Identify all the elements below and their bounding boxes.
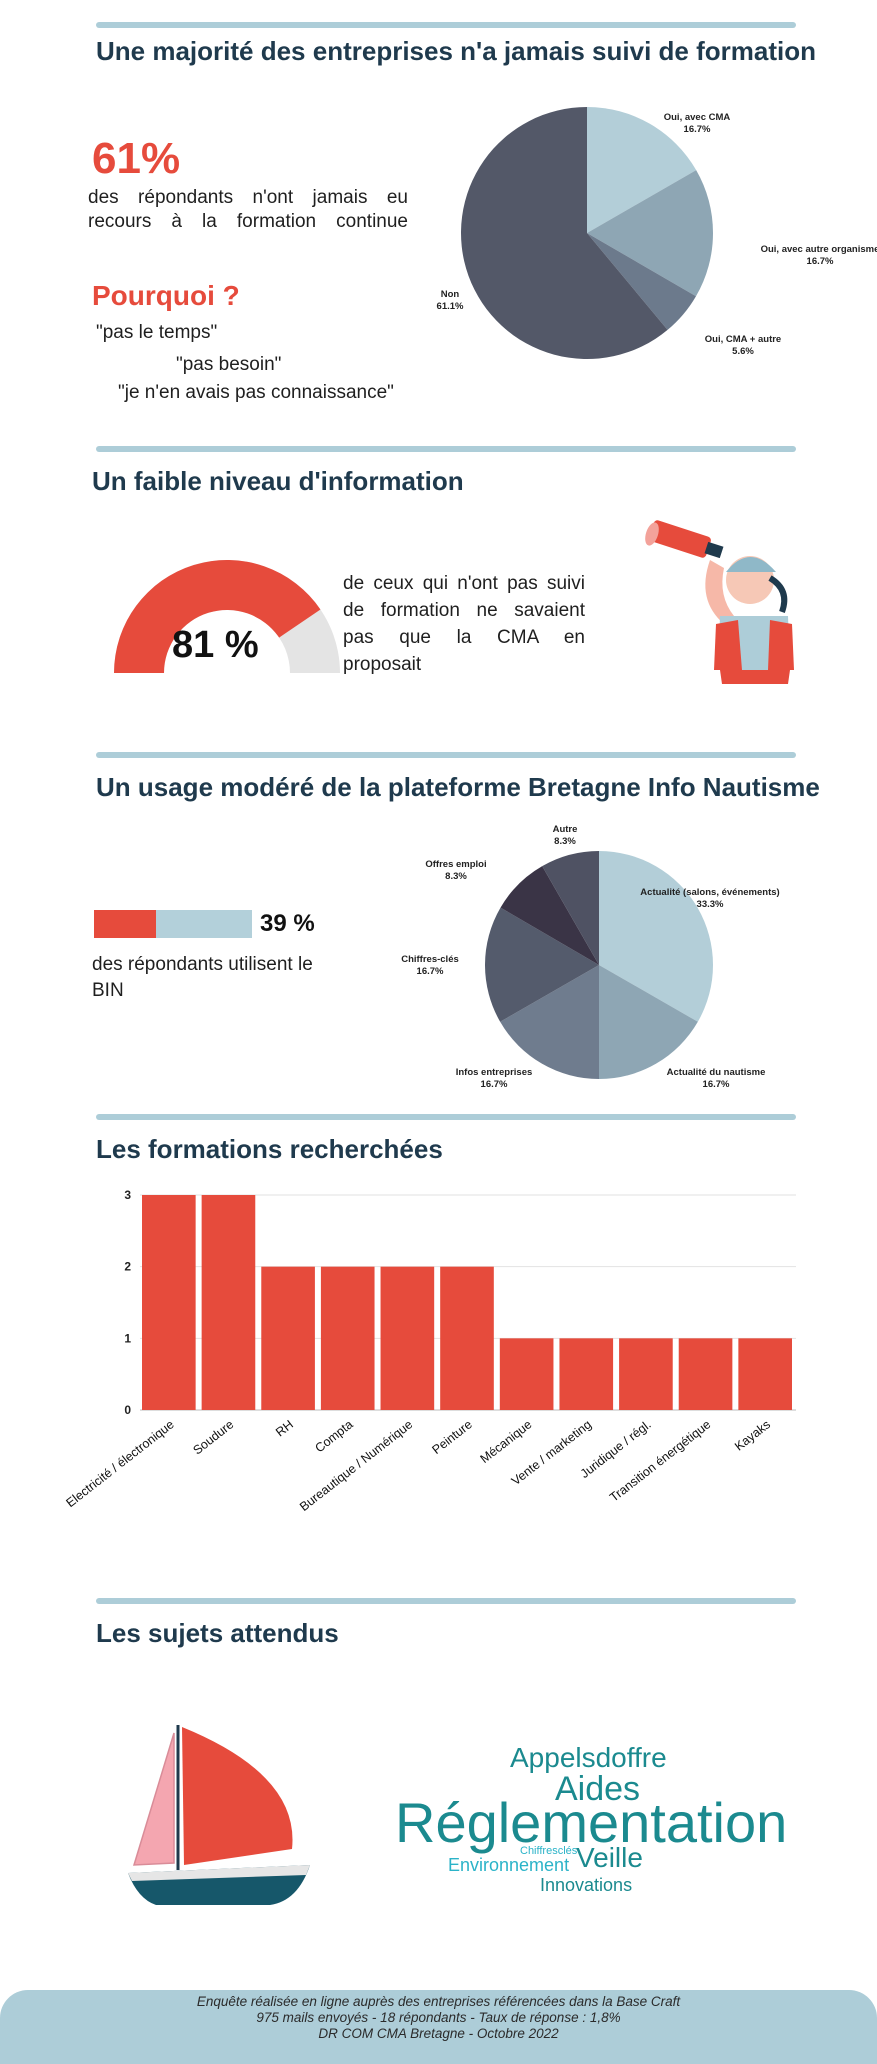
bar-bureautique-numerique — [380, 1266, 435, 1410]
y-tick-label: 1 — [124, 1331, 131, 1345]
quote-no-time: "pas le temps" — [96, 322, 218, 343]
pie-value-actualite-salons-evenements: 33.3% — [697, 899, 724, 910]
word-innovations: Innovations — [540, 1875, 633, 1895]
pie-label-oui-avec-autre-organisme: Oui, avec autre organisme — [761, 244, 877, 255]
y-tick-label: 3 — [124, 1188, 131, 1202]
pie-label-infos-entreprises: Infos entreprises — [456, 1067, 533, 1078]
word-appelsdoffre: Appelsdoffre — [510, 1742, 667, 1773]
pie-label-oui-cma-autre: Oui, CMA + autre — [705, 334, 781, 345]
x-tick-label: RH — [273, 1417, 296, 1439]
word-veille: Veille — [576, 1842, 643, 1873]
usage-bar-track — [94, 910, 252, 938]
x-tick-label: Transition énergétique — [607, 1417, 713, 1504]
pie-value-chiffres-cles: 16.7% — [417, 966, 444, 977]
x-tick-label: Electricité / électronique — [63, 1417, 176, 1510]
pie-label-non: Non — [441, 289, 460, 300]
pie-label-actualite-salons-evenements: Actualité (salons, événements) — [640, 887, 779, 898]
bar-peinture — [440, 1266, 494, 1410]
bar-transition-energetique — [678, 1338, 733, 1410]
pie-slice-oui-avec-autre-organisme — [587, 170, 713, 297]
pie-slice-autre — [542, 851, 599, 965]
pie-slice-non — [461, 107, 668, 359]
x-tick-label: Mécanique — [478, 1417, 535, 1466]
x-tick-label: Compta — [312, 1417, 355, 1455]
section-title-trainings: Les formations recherchées — [96, 1134, 443, 1164]
section-title-platform: Un usage modéré de la plateforme Bretagn… — [96, 772, 820, 802]
pie-slice-oui-cma-autre — [587, 233, 696, 330]
stat-61-percent: 61% — [92, 134, 181, 183]
pie-chart-bin-usage: Actualité (salons, événements)33.3% Actua… — [401, 824, 779, 1090]
footer-line-stats: 975 mails envoyés - 18 répondants - Taux… — [256, 2010, 621, 2025]
sail-front — [132, 1732, 175, 1866]
usage-text: des répondants utilisent le BIN — [92, 954, 313, 1001]
pie-value-actualite-du-nautisme: 16.7% — [703, 1079, 730, 1090]
x-tick-label: Peinture — [430, 1417, 475, 1457]
pie-slice-actualite-salons-evenements — [599, 851, 713, 1022]
pie-label-oui-avec-cma: Oui, avec CMA — [664, 112, 731, 123]
section-divider — [96, 1114, 796, 1120]
footer-line-survey: Enquête réalisée en ligne auprès des ent… — [196, 1994, 681, 2009]
pie-label-offres-emploi: Offres emploi — [425, 859, 486, 870]
stat-61-text: des répondants n'ont jamais eu recours à… — [88, 187, 408, 232]
pie-slice-offres-emploi — [500, 866, 599, 965]
pie-value-non: 61.1% — [437, 301, 464, 312]
bar-chart-trainings: 0 1 2 3 Electricité / électronique Soudure RH… — [63, 1188, 796, 1514]
quote-no-need: "pas besoin" — [176, 354, 282, 375]
pie-value-oui-cma-autre: 5.6% — [732, 346, 754, 357]
section-divider — [96, 446, 796, 452]
pie-slice-oui-avec-cma — [587, 107, 697, 233]
bar-mecanique — [499, 1338, 554, 1410]
footer-line-credit: DR COM CMA Bretagne - Octobre 2022 — [318, 2026, 559, 2041]
word-environnement: Environnement — [448, 1855, 570, 1875]
x-tick-label: Soudure — [190, 1417, 236, 1457]
section-title-topics: Les sujets attendus — [96, 1618, 339, 1648]
pie-label-chiffres-cles: Chiffres-clés — [401, 954, 459, 965]
usage-bar-value: 39 % — [260, 910, 315, 937]
gauge-fill — [114, 560, 321, 673]
x-tick-label: Bureautique / Numérique — [297, 1417, 415, 1514]
bar-juridique-regl — [619, 1338, 673, 1410]
explorer-telescope-illustration — [645, 520, 794, 684]
pie-slice-chiffres-cles — [485, 907, 599, 1022]
bar-kayaks — [738, 1338, 792, 1410]
section-title-formation: Une majorité des entreprises n'a jamais … — [96, 36, 816, 66]
footer: Enquête réalisée en ligne auprès des ent… — [0, 1990, 877, 2064]
pie-value-oui-avec-autre-organisme: 16.7% — [807, 256, 834, 267]
gauge-value: 81 % — [172, 624, 259, 666]
gauge-chart — [114, 560, 340, 673]
sail-main — [182, 1727, 293, 1865]
section-divider — [96, 1598, 796, 1604]
y-tick-label: 2 — [124, 1260, 131, 1274]
pie-slice-actualite-du-nautisme — [599, 965, 698, 1079]
bar-compta — [320, 1266, 375, 1410]
bar-electricite-electronique — [142, 1195, 196, 1410]
pie-value-offres-emploi: 8.3% — [445, 871, 467, 882]
pie-value-autre: 8.3% — [554, 836, 576, 847]
word-reglementation: Réglementation — [395, 1791, 788, 1854]
word-aides: Aides — [555, 1770, 641, 1808]
x-tick-label: Kayaks — [732, 1417, 773, 1453]
section-divider — [96, 22, 796, 28]
usage-bar-fill — [94, 910, 156, 938]
bar-soudure — [201, 1195, 256, 1410]
pie-label-actualite-du-nautisme: Actualité du nautisme — [667, 1067, 766, 1078]
pie-label-autre: Autre — [553, 824, 578, 835]
word-chiffrescles: Chiffresclés — [520, 1845, 578, 1857]
sailboat-illustration — [128, 1725, 310, 1905]
quote-not-aware: "je n'en avais pas connaissance" — [118, 382, 394, 403]
bar-rh — [261, 1266, 315, 1410]
bar-vente-marketing — [559, 1338, 614, 1410]
pie-slice-infos-entreprises — [500, 965, 599, 1079]
section-divider — [96, 752, 796, 758]
y-tick-label: 0 — [124, 1403, 131, 1417]
section-title-information: Un faible niveau d'information — [92, 466, 464, 496]
pie-value-oui-avec-cma: 16.7% — [684, 124, 711, 135]
information-text: de ceux qui n'ont pas suivi de formation… — [343, 573, 585, 675]
why-title: Pourquoi ? — [92, 280, 240, 311]
pie-value-infos-entreprises: 16.7% — [481, 1079, 508, 1090]
